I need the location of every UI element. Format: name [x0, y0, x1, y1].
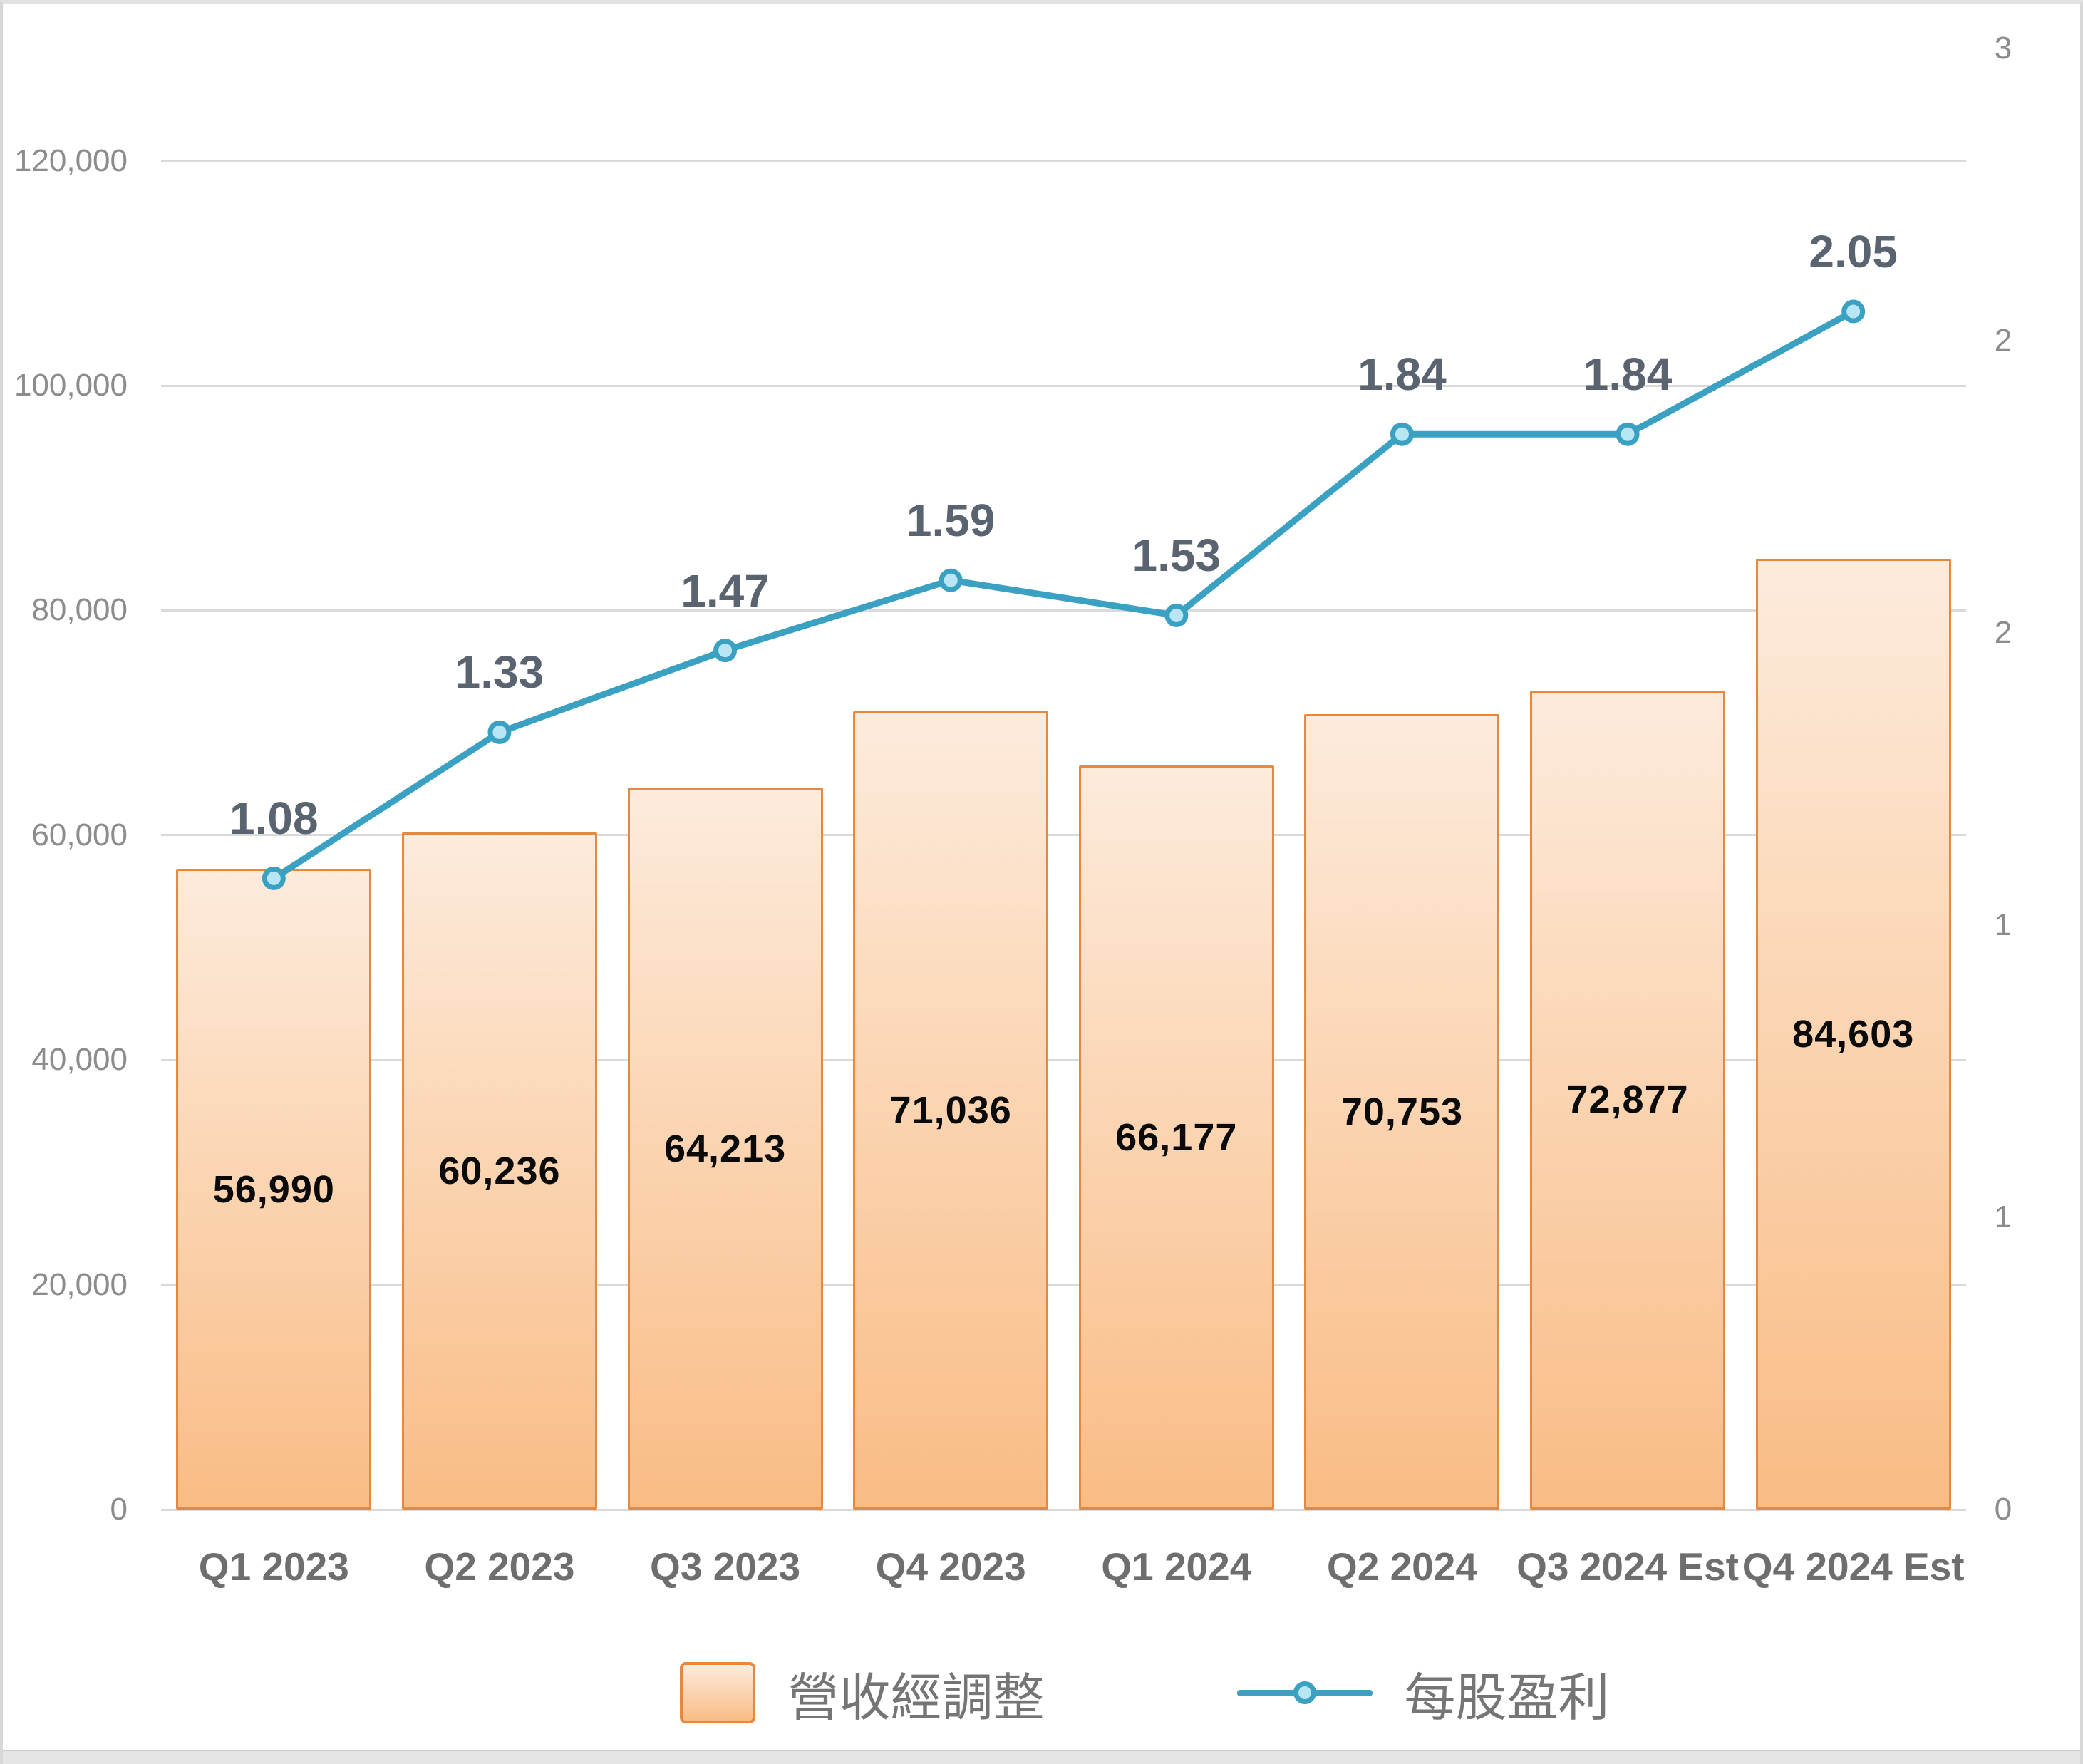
- eps-marker: [487, 720, 512, 744]
- x-axis-label: Q1 2024: [1101, 1544, 1252, 1589]
- y-axis-right-label: 2: [1994, 323, 2012, 358]
- eps-data-label: 2.05: [1809, 226, 1898, 277]
- x-axis-label: Q3 2023: [650, 1544, 801, 1589]
- revenue-bar-label: 84,603: [1792, 1012, 1915, 1056]
- y-axis-right-label: 1: [1994, 907, 2012, 942]
- y-axis-left-label: 60,000: [31, 817, 128, 852]
- y-axis-left-label: 40,000: [31, 1042, 128, 1078]
- x-axis-label: Q4 2023: [875, 1544, 1026, 1589]
- gridline: [161, 1058, 1966, 1061]
- eps-data-label: 1.08: [229, 793, 319, 845]
- eps-data-label: 1.53: [1132, 530, 1221, 582]
- x-axis-label: Q3 2024 Est: [1516, 1544, 1739, 1589]
- revenue-bar: [176, 869, 372, 1510]
- y-axis-left-label: 0: [110, 1492, 128, 1527]
- legend-item-eps: 每股盈利: [1236, 1656, 1610, 1731]
- window-bottom-edge: [3, 1750, 2080, 1764]
- legend-eps-marker-icon: [1236, 1681, 1373, 1704]
- legend-revenue-label: 營收經調整: [787, 1669, 1045, 1727]
- eps-data-label: 1.33: [455, 646, 544, 698]
- revenue-bar: [1078, 765, 1274, 1510]
- revenue-bar-label: 56,990: [212, 1167, 335, 1211]
- revenue-bar-label: 72,877: [1566, 1078, 1689, 1122]
- y-axis-right-label: 3: [1994, 31, 2012, 66]
- x-axis-label: Q1 2023: [198, 1544, 349, 1589]
- revenue-bar-label: 64,213: [663, 1127, 787, 1170]
- y-axis-left-label: 120,000: [14, 143, 128, 178]
- eps-marker: [1390, 422, 1414, 446]
- revenue-bar-label: 66,177: [1115, 1116, 1238, 1160]
- eps-marker: [1841, 299, 1866, 324]
- plot-area: 0 20,000 40,000 60,000 80,000 100,000 120,000 0…: [3, 4, 2080, 1764]
- revenue-bar: [401, 832, 597, 1510]
- legend-eps-label: 每股盈利: [1404, 1669, 1610, 1727]
- gridline: [161, 1508, 1966, 1511]
- legend: 營收經調整 每股盈利: [106, 1643, 2080, 1743]
- y-axis-right-label: 1: [1994, 1200, 2012, 1234]
- gridline: [161, 160, 1966, 163]
- eps-data-label: 1.47: [681, 564, 770, 617]
- revenue-bar-label: 70,753: [1340, 1090, 1464, 1134]
- y-axis-right-label: 2: [1994, 615, 2012, 650]
- eps-data-label: 1.84: [1583, 349, 1673, 401]
- gridline: [161, 1284, 1966, 1286]
- revenue-bar-label: 71,036: [889, 1088, 1012, 1132]
- y-axis-left-label: 100,000: [14, 368, 128, 403]
- revenue-bar: [627, 788, 823, 1510]
- eps-data-label: 1.59: [906, 495, 996, 547]
- x-axis-label: Q2 2024: [1326, 1544, 1477, 1589]
- gridline: [161, 384, 1966, 387]
- x-axis-label: Q2 2023: [424, 1544, 575, 1589]
- eps-marker: [939, 568, 963, 592]
- y-axis-right-label: 0: [1994, 1492, 2012, 1527]
- revenue-bar-label: 60,236: [438, 1150, 561, 1193]
- y-axis-left-label: 20,000: [31, 1267, 128, 1302]
- eps-marker: [713, 639, 738, 663]
- legend-revenue-swatch-icon: [680, 1662, 756, 1723]
- eps-data-label: 1.84: [1358, 349, 1447, 401]
- gridline: [161, 609, 1966, 612]
- y-axis-left-label: 80,000: [31, 592, 128, 628]
- legend-item-revenue: 營收經調整: [680, 1656, 1045, 1731]
- x-axis-label: Q4 2024 Est: [1742, 1544, 1965, 1589]
- eps-marker: [1616, 422, 1640, 446]
